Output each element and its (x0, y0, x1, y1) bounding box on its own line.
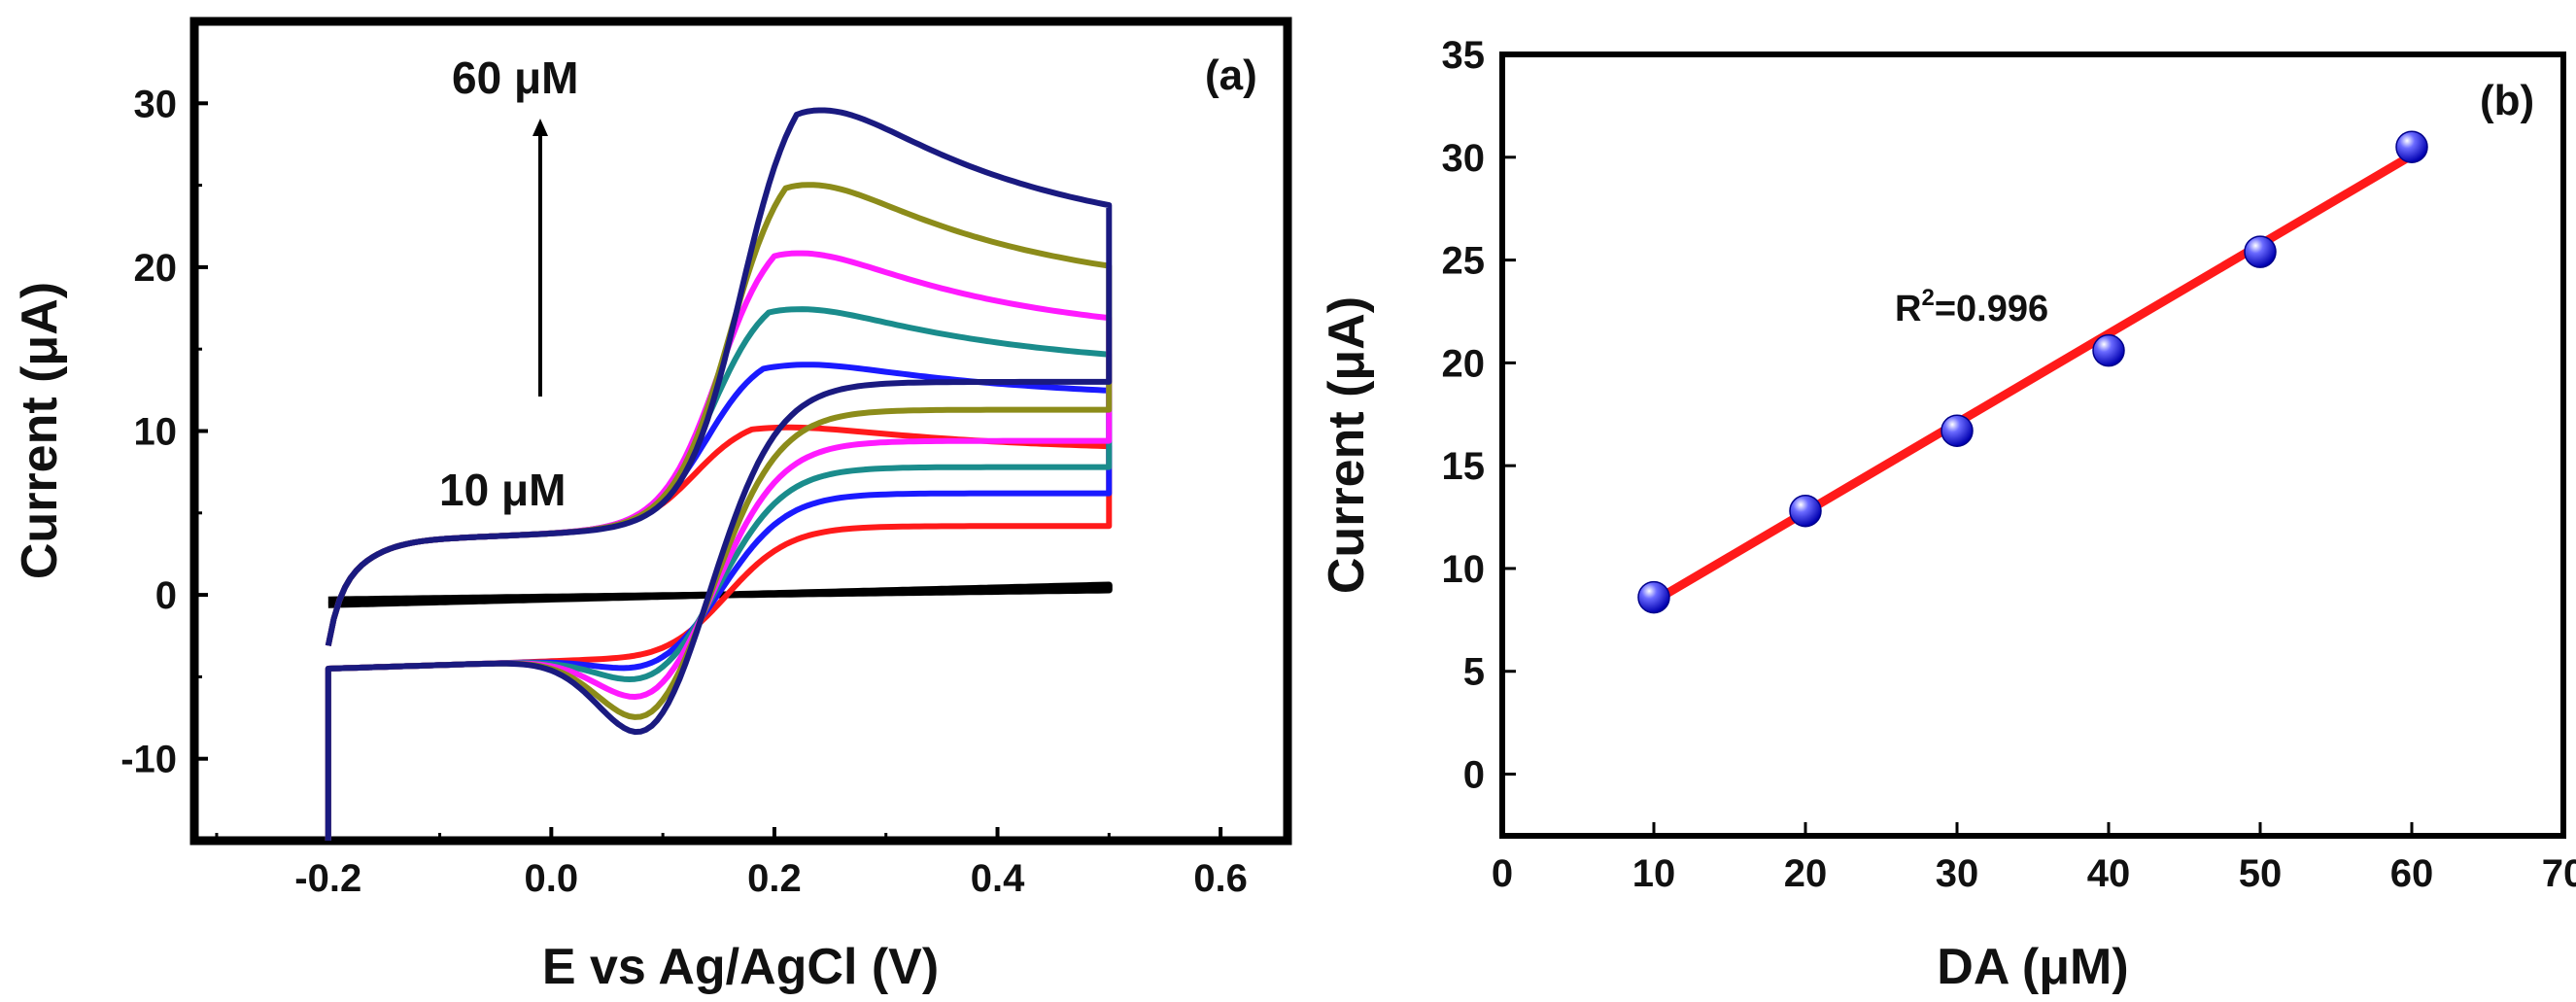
x-tick-label-a: -0.2 (294, 857, 361, 900)
data-point (2395, 130, 2428, 163)
x-tick-label-b: 0 (1492, 852, 1513, 895)
data-point (1637, 580, 1670, 614)
cv-curve-6 (325, 107, 1113, 841)
x-axis-title-a: E vs Ag/AgCl (V) (542, 939, 939, 995)
data-points (1637, 130, 2428, 614)
x-tick-label-b: 30 (1936, 852, 1979, 895)
plot-frame-a (189, 17, 1292, 846)
increase-arrowhead (532, 119, 548, 136)
panel-label-b: (b) (2480, 77, 2534, 124)
x-tick-label-a: 0.2 (747, 857, 802, 900)
y-axis-title-b: Current (μA) (1319, 296, 1375, 594)
y-tick-label-a: 20 (134, 247, 178, 290)
x-axis-title-b: DA (μM) (1937, 939, 2128, 995)
data-point (2244, 235, 2277, 268)
y-tick-label-b: 20 (1442, 342, 1486, 385)
y-tick-label-a: -10 (120, 739, 177, 781)
x-tick-label-a: 0.4 (971, 857, 1025, 900)
y-tick-label-b: 0 (1463, 754, 1485, 797)
r-squared-label: R2=0.996 (1895, 285, 2048, 329)
cv-curve-0 (327, 581, 1113, 608)
r-squared-r: R (1895, 289, 1921, 329)
r-squared-sup: 2 (1921, 285, 1934, 311)
annotation-top: 60 μM (452, 52, 578, 103)
y-tick-label-b: 5 (1463, 651, 1485, 694)
r-squared-value: =0.996 (1935, 289, 2048, 329)
x-tick-label-b: 20 (1784, 852, 1828, 895)
cv-panel: -0.2 0.0 0.2 0.4 0.6 -10 0 10 20 30 (a) 60 μM 10 … (12, 17, 1292, 995)
x-tick-label-b: 40 (2087, 852, 2131, 895)
y-tick-label-b: 25 (1442, 240, 1486, 283)
x-tick-label-b: 10 (1632, 852, 1676, 895)
axis-ticks-a: -0.2 0.0 0.2 0.4 0.6 -10 0 10 20 30 (120, 83, 1248, 900)
x-tick-label-a: 0.6 (1193, 857, 1248, 900)
y-tick-label-b: 35 (1442, 34, 1486, 77)
calibration-panel: 0 10 20 30 40 50 60 70 0 5 10 15 20 25 30 35 (b) R2=0.9… (1319, 34, 2576, 995)
cv-curves (325, 107, 1113, 841)
y-tick-label-b: 15 (1442, 445, 1486, 488)
axis-ticks-b: 0 10 20 30 40 50 60 70 0 5 10 15 20 25 30 35 (1442, 34, 2576, 895)
fit-line (1651, 151, 2415, 605)
x-tick-label-a: 0.0 (525, 857, 579, 900)
panel-label-a: (a) (1205, 52, 1257, 99)
y-tick-label-a: 30 (134, 83, 178, 125)
plot-frame-b (1499, 52, 2566, 839)
y-tick-label-a: 10 (134, 411, 178, 454)
annotation-bottom: 10 μM (439, 465, 566, 515)
y-tick-label-b: 30 (1442, 137, 1486, 180)
x-tick-label-b: 60 (2390, 852, 2434, 895)
y-axis-title-a: Current (μA) (12, 282, 68, 579)
y-tick-label-a: 0 (155, 574, 177, 617)
x-tick-label-b: 70 (2542, 852, 2576, 895)
linear-fit (1651, 151, 2415, 605)
data-point (1941, 414, 1974, 447)
y-tick-label-b: 10 (1442, 548, 1486, 591)
x-tick-label-b: 50 (2239, 852, 2283, 895)
data-point (1789, 494, 1822, 528)
data-point (2092, 333, 2125, 367)
